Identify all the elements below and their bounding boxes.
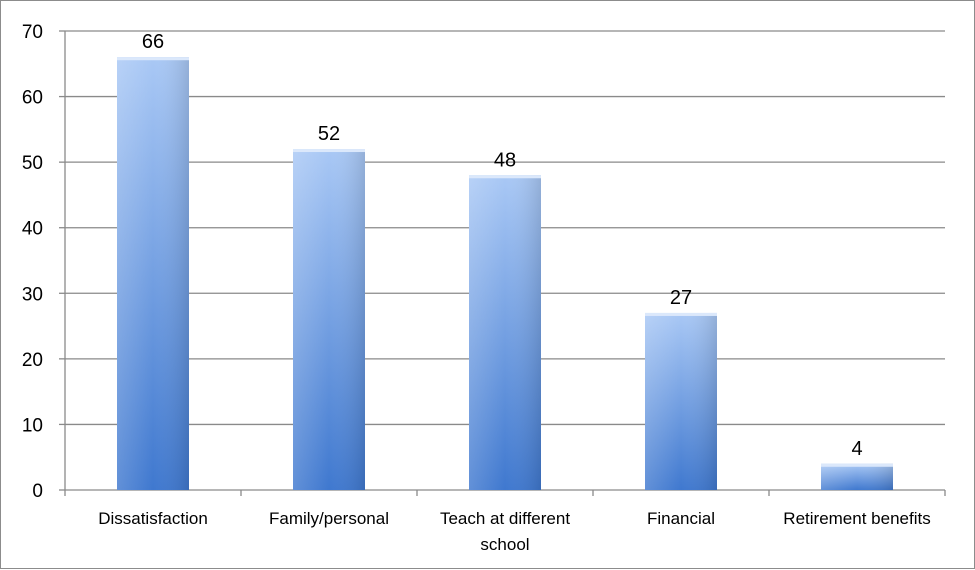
bar-shading xyxy=(469,175,541,490)
y-tick-label: 40 xyxy=(22,219,43,240)
y-tick-label: 0 xyxy=(32,481,43,502)
y-tick-label: 50 xyxy=(22,153,43,174)
bar-top-highlight xyxy=(821,463,893,467)
x-tick-label: Family/personal xyxy=(269,509,389,528)
labels: 0 10 20 30 40 50 60 70 66 Dissatisfaction 52 Family… xyxy=(22,22,931,554)
bar-shading xyxy=(821,463,893,490)
data-label: 48 xyxy=(494,149,516,171)
x-tick-label: Teach at different xyxy=(440,509,570,528)
y-tick-label: 60 xyxy=(22,88,43,109)
y-tick-label: 30 xyxy=(22,284,43,305)
x-tick-label: school xyxy=(480,535,529,554)
bar-top-highlight xyxy=(469,175,541,179)
y-tick-label: 70 xyxy=(22,22,43,43)
bar-shading xyxy=(117,57,189,490)
x-tick-label: Financial xyxy=(647,509,715,528)
bar-top-highlight xyxy=(645,312,717,316)
bar-top-highlight xyxy=(117,57,189,61)
y-tick-label: 20 xyxy=(22,350,43,371)
bar-shading xyxy=(645,312,717,490)
y-tick-label: 10 xyxy=(22,415,43,436)
x-tick-label: Retirement benefits xyxy=(783,509,930,528)
bar-top-highlight xyxy=(293,149,365,153)
data-label: 52 xyxy=(318,123,340,145)
bars xyxy=(117,57,893,490)
data-label: 66 xyxy=(142,31,164,53)
bar-shading xyxy=(293,149,365,490)
x-tick-label: Dissatisfaction xyxy=(98,509,208,528)
data-label: 4 xyxy=(851,438,862,460)
data-label: 27 xyxy=(670,287,692,309)
